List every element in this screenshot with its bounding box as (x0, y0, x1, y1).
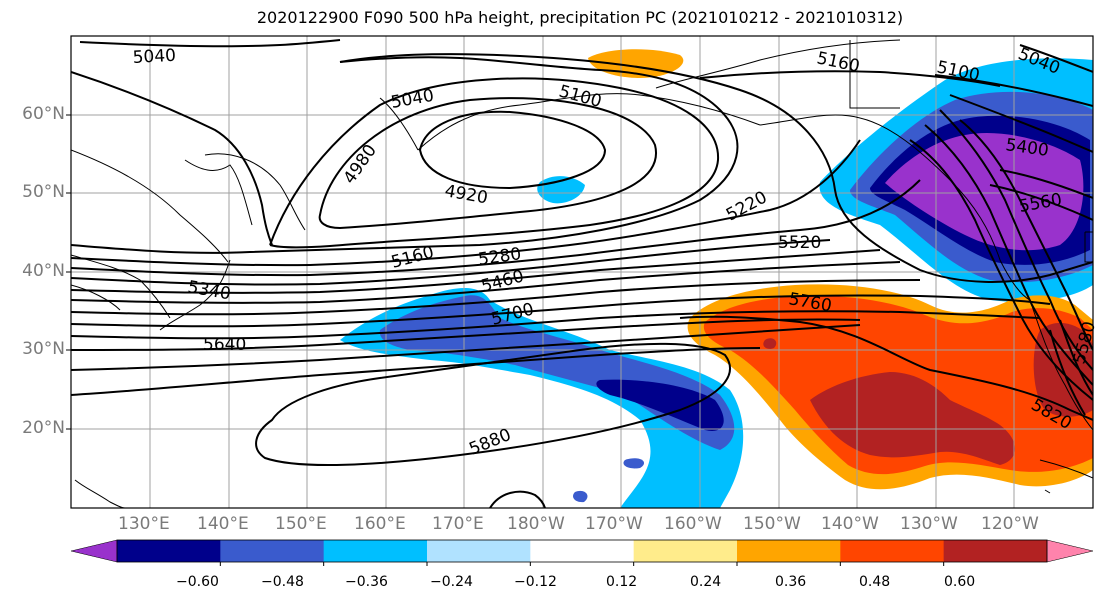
colorbar-tick-label: 0.24 (690, 574, 722, 590)
contour-label: 5340 (186, 277, 232, 304)
colorbar-cell (943, 540, 1048, 562)
contour-line (699, 70, 1001, 87)
lon-label: 150°E (275, 514, 327, 534)
lat-label: 20°N (22, 418, 65, 438)
colorbar-outline (116, 539, 1048, 563)
contour-line (71, 249, 881, 294)
contour-line (1049, 329, 1086, 416)
contour-line (71, 56, 739, 254)
coastlines (71, 39, 1093, 508)
contour-line (255, 342, 731, 467)
contour-line (71, 261, 901, 304)
contour-line (71, 310, 1041, 340)
contour-line (909, 139, 1093, 401)
colorbar-cell (323, 540, 428, 562)
contour-line (71, 294, 1051, 328)
lon-label: 170°W (585, 514, 643, 534)
contour-line (924, 124, 1093, 386)
colorbar-ticks (219, 562, 945, 566)
contour-line (79, 39, 341, 48)
lat-label: 30°N (22, 339, 65, 359)
colorbar-cell (737, 540, 841, 562)
contour-label: 5160 (815, 48, 861, 77)
contour-label: 5520 (778, 233, 821, 253)
contour-line (939, 109, 1093, 371)
colorbar-tick-label: 0.36 (775, 574, 807, 590)
lat-label: 60°N (22, 104, 65, 124)
contour-line (989, 184, 1093, 221)
colorbar-tick-label: −0.12 (514, 574, 557, 590)
colorbar-cell (633, 540, 738, 562)
contour-label: 5880 (466, 425, 514, 460)
contour-line (71, 347, 761, 396)
lon-label: 140°E (197, 514, 249, 534)
contour-line (489, 490, 546, 508)
lon-label: 180°W (507, 514, 565, 534)
contour-line (418, 110, 607, 190)
contour-line (339, 53, 1093, 283)
contour-line (679, 315, 1093, 421)
contour-line (959, 119, 1093, 351)
contour-line (999, 169, 1093, 199)
colorbar-extend-right (1046, 539, 1094, 563)
precip-fill-layer (340, 49, 1093, 508)
lat-label: 40°N (22, 261, 65, 281)
contour-label: 5280 (477, 244, 523, 270)
colorbar-tick-label: 0.60 (944, 574, 976, 590)
colorbar-cell (117, 540, 221, 562)
colorbar-tick-label: −0.60 (176, 574, 219, 590)
colorbar-cell (840, 540, 945, 562)
colorbar-tick-label: −0.36 (345, 574, 388, 590)
contour-line (71, 179, 921, 277)
lon-label: 130°E (118, 514, 170, 534)
colorbar-tick-label: −0.48 (261, 574, 304, 590)
lat-label: 50°N (22, 182, 65, 202)
lon-label: 140°W (821, 514, 879, 534)
colorbar-tick-label: 0.48 (859, 574, 891, 590)
contour-label: 5460 (479, 266, 526, 297)
contour-label: 5100 (557, 82, 604, 113)
contour-line (71, 318, 861, 351)
map-title: 2020122900 F090 500 hPa height, precipit… (256, 8, 904, 27)
contour-line (934, 74, 1093, 107)
colorbar-extend-left (70, 539, 118, 563)
lon-label: 160°W (664, 514, 722, 534)
contour-line (949, 94, 1093, 153)
contour-line (1059, 319, 1093, 396)
contour-line (71, 139, 861, 267)
contour-line (269, 77, 720, 249)
lon-label: 120°W (981, 514, 1039, 534)
contour-line (1019, 44, 1093, 73)
lon-label: 160°E (354, 514, 406, 534)
colorbar (70, 539, 1094, 566)
axis-ticks (66, 114, 71, 430)
colorbar-cells (117, 540, 1048, 562)
colorbar-cell (220, 540, 325, 562)
contour-label: 5100 (935, 57, 981, 86)
colorbar-cell (427, 540, 531, 562)
lon-label: 170°E (432, 514, 484, 534)
contour-line (318, 97, 658, 230)
lon-label: 130°W (900, 514, 958, 534)
colorbar-cell (530, 540, 635, 562)
contour-line (71, 279, 921, 316)
contour-line (71, 239, 831, 286)
lon-label: 150°W (743, 514, 801, 534)
colorbar-tick-label: −0.24 (430, 574, 473, 590)
contour-label: 5640 (203, 335, 246, 355)
colorbar-tick-label: 0.12 (606, 574, 638, 590)
contour-label: 5040 (132, 46, 176, 68)
contour-label: 4920 (443, 181, 489, 208)
height-contours (71, 39, 1093, 508)
contour-line (71, 71, 273, 246)
contour-label: 4980 (340, 141, 381, 188)
contour-line (71, 324, 861, 371)
